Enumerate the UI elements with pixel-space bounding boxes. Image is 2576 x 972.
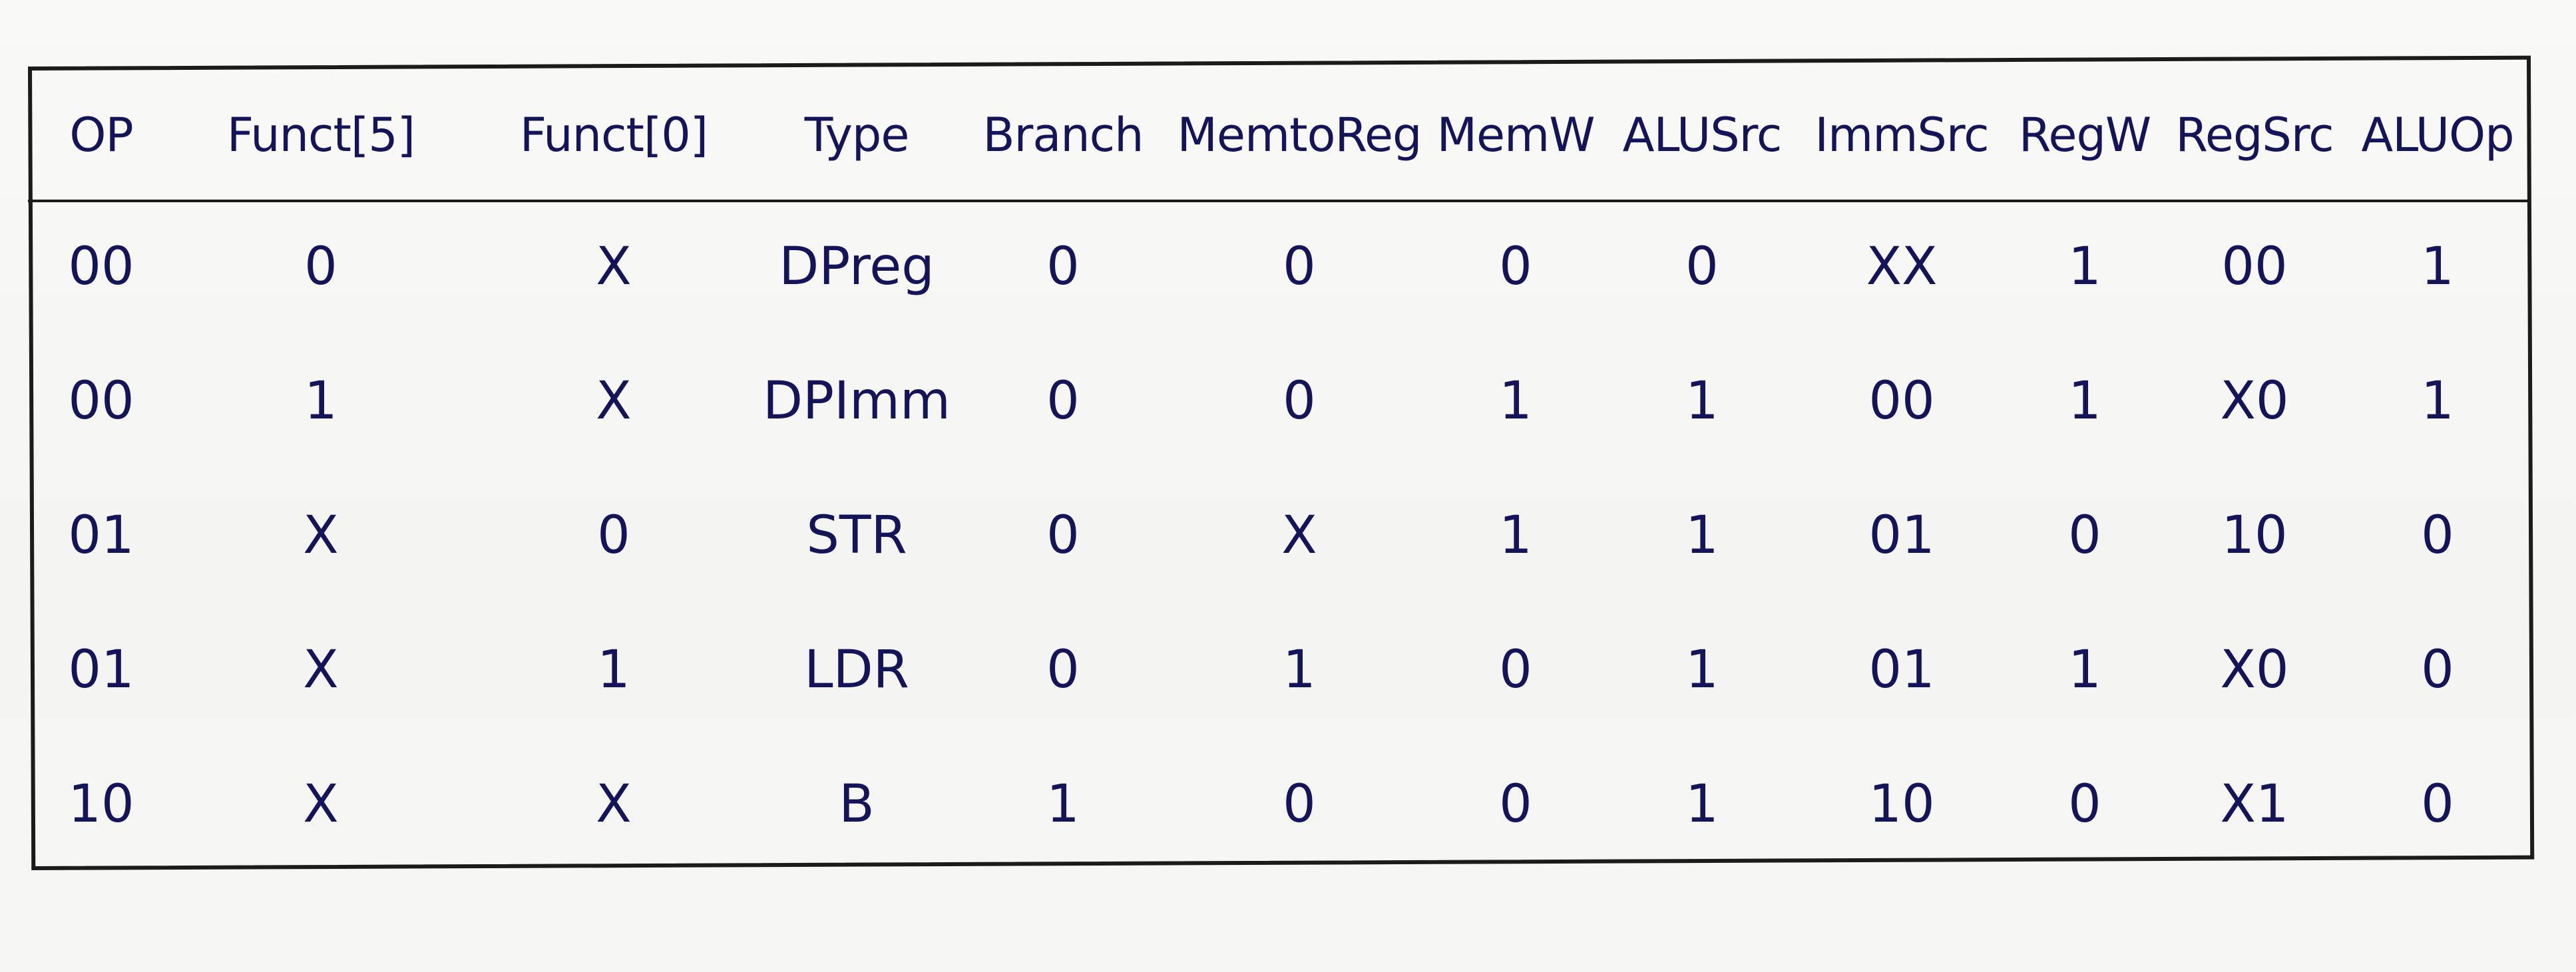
cell-type: LDR bbox=[804, 640, 909, 700]
header-memw: MemW bbox=[1436, 107, 1596, 162]
cell-immsrc: 00 bbox=[1868, 371, 1935, 431]
cell-regsrc: X0 bbox=[2220, 371, 2289, 431]
cell-funct0: X bbox=[596, 237, 632, 297]
cell-regw: 1 bbox=[2068, 237, 2101, 297]
cell-regsrc: X1 bbox=[2220, 774, 2289, 834]
cell-memw: 1 bbox=[1499, 371, 1532, 431]
cell-aluop: 0 bbox=[2421, 506, 2454, 566]
cell-aluop: 1 bbox=[2421, 371, 2454, 431]
cell-op: 01 bbox=[68, 506, 134, 566]
cell-op: 00 bbox=[68, 237, 134, 297]
header-memtoreg: MemtoReg bbox=[1177, 107, 1422, 162]
cell-funct0: X bbox=[596, 371, 632, 431]
cell-funct0: 1 bbox=[597, 640, 630, 700]
cell-memw: 0 bbox=[1499, 640, 1532, 700]
cell-funct5: X bbox=[303, 774, 339, 834]
cell-type: DPreg bbox=[779, 237, 935, 297]
table-row: 00 0 X DPreg 0 0 0 0 XX 1 00 1 bbox=[28, 200, 2531, 334]
header-row: OP Funct[5] Funct[0] Type Branch MemtoRe… bbox=[28, 70, 2531, 200]
header-alusrc: ALUSrc bbox=[1622, 107, 1783, 162]
cell-funct5: 0 bbox=[304, 237, 337, 297]
cell-funct5: X bbox=[303, 640, 339, 700]
header-aluop: ALUOp bbox=[2361, 107, 2514, 162]
cell-memtoreg: X bbox=[1281, 506, 1317, 566]
header-immsrc: ImmSrc bbox=[1815, 107, 1989, 162]
header-type: Type bbox=[804, 107, 910, 162]
cell-op: 00 bbox=[68, 371, 134, 431]
cell-funct5: X bbox=[303, 506, 339, 566]
cell-type: DPImm bbox=[762, 371, 951, 431]
table-row: 00 1 X DPImm 0 0 1 1 00 1 X0 1 bbox=[28, 334, 2531, 468]
header-divider bbox=[28, 200, 2531, 202]
cell-memw: 0 bbox=[1499, 774, 1532, 834]
header-funct5: Funct[5] bbox=[226, 107, 415, 162]
header-funct0: Funct[0] bbox=[519, 107, 708, 162]
cell-memw: 1 bbox=[1499, 506, 1532, 566]
cell-type: B bbox=[839, 774, 875, 834]
header-op: OP bbox=[69, 107, 133, 162]
control-signal-table: OP Funct[5] Funct[0] Type Branch MemtoRe… bbox=[28, 70, 2531, 872]
cell-regsrc: X0 bbox=[2220, 640, 2289, 700]
cell-memtoreg: 1 bbox=[1283, 640, 1316, 700]
cell-branch: 0 bbox=[1046, 237, 1080, 297]
cell-alusrc: 1 bbox=[1685, 774, 1719, 834]
cell-funct5: 1 bbox=[304, 371, 337, 431]
cell-alusrc: 1 bbox=[1685, 371, 1719, 431]
cell-branch: 0 bbox=[1046, 640, 1080, 700]
cell-immsrc: XX bbox=[1866, 237, 1938, 297]
cell-regw: 0 bbox=[2068, 774, 2101, 834]
cell-op: 01 bbox=[68, 640, 134, 700]
cell-regw: 1 bbox=[2068, 371, 2101, 431]
cell-immsrc: 01 bbox=[1868, 640, 1935, 700]
cell-alusrc: 0 bbox=[1685, 237, 1719, 297]
cell-aluop: 0 bbox=[2421, 774, 2454, 834]
cell-type: STR bbox=[806, 506, 907, 566]
table-row: 01 X 0 STR 0 X 1 1 01 0 10 0 bbox=[28, 468, 2531, 603]
header-regw: RegW bbox=[2018, 107, 2151, 162]
cell-alusrc: 1 bbox=[1685, 640, 1719, 700]
cell-branch: 0 bbox=[1046, 506, 1080, 566]
cell-regw: 1 bbox=[2068, 640, 2101, 700]
cell-op: 10 bbox=[68, 774, 134, 834]
cell-memw: 0 bbox=[1499, 237, 1532, 297]
cell-funct0: 0 bbox=[597, 506, 630, 566]
cell-regsrc: 10 bbox=[2221, 506, 2288, 566]
cell-branch: 0 bbox=[1046, 371, 1080, 431]
cell-aluop: 1 bbox=[2421, 237, 2454, 297]
cell-funct0: X bbox=[596, 774, 632, 834]
header-branch: Branch bbox=[982, 107, 1144, 162]
cell-regw: 0 bbox=[2068, 506, 2101, 566]
table-row: 01 X 1 LDR 0 1 0 1 01 1 X0 0 bbox=[28, 603, 2531, 737]
header-regsrc: RegSrc bbox=[2175, 107, 2334, 162]
cell-regsrc: 00 bbox=[2221, 237, 2288, 297]
cell-branch: 1 bbox=[1046, 774, 1080, 834]
cell-immsrc: 10 bbox=[1868, 774, 1935, 834]
cell-aluop: 0 bbox=[2421, 640, 2454, 700]
cell-memtoreg: 0 bbox=[1283, 774, 1316, 834]
cell-memtoreg: 0 bbox=[1283, 371, 1316, 431]
cell-immsrc: 01 bbox=[1868, 506, 1935, 566]
table-row: 10 X X B 1 0 0 1 10 0 X1 0 bbox=[28, 737, 2531, 872]
cell-alusrc: 1 bbox=[1685, 506, 1719, 566]
cell-memtoreg: 0 bbox=[1283, 237, 1316, 297]
